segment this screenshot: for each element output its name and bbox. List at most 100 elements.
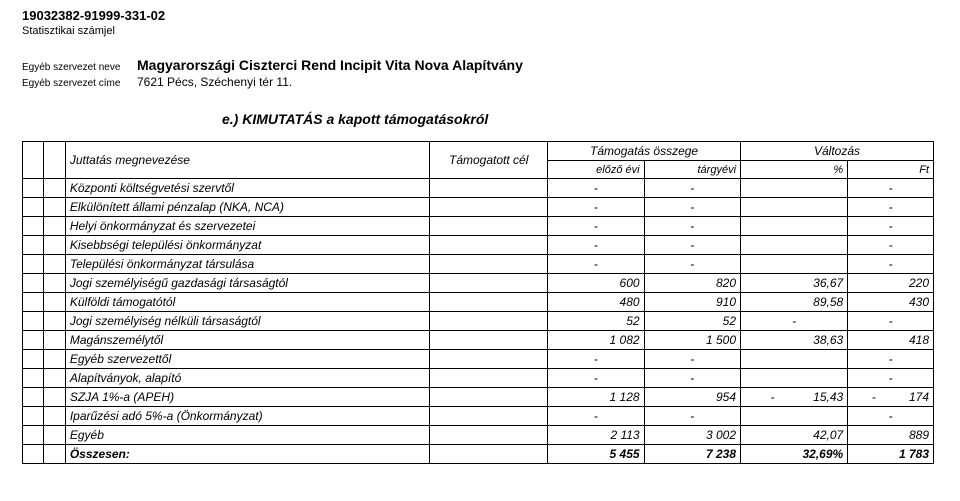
- row-pct: -: [741, 312, 848, 331]
- row-name: SZJA 1%-a (APEH): [65, 388, 429, 407]
- row-pct: [741, 350, 848, 369]
- row-pct: [741, 407, 848, 426]
- table-row: Iparűzési adó 5%-a (Önkormányzat)---: [23, 407, 934, 426]
- table-row: Helyi önkormányzat és szervezetei---: [23, 217, 934, 236]
- row-name: Kisebbségi települési önkormányzat: [65, 236, 429, 255]
- row-pct: 38,63: [741, 331, 848, 350]
- row-name: Jogi személyiség nélküli társaságtól: [65, 312, 429, 331]
- org-name-label: Egyéb szervezet neve: [22, 62, 137, 73]
- col-curr-header: tárgyévi: [644, 161, 740, 179]
- row-pct: [741, 255, 848, 274]
- row-prev: 1 082: [548, 331, 644, 350]
- row-ft: -: [848, 217, 934, 236]
- total-curr: 7 238: [644, 445, 740, 464]
- row-prev: -: [548, 255, 644, 274]
- row-curr: -: [644, 217, 740, 236]
- row-pct: [741, 236, 848, 255]
- table-row: Kisebbségi települési önkormányzat---: [23, 236, 934, 255]
- row-prev: 600: [548, 274, 644, 293]
- col-pct-header: %: [741, 161, 848, 179]
- row-ft: -: [848, 407, 934, 426]
- row-prev: -: [548, 179, 644, 198]
- row-prev: -: [548, 407, 644, 426]
- total-prev: 5 455: [548, 445, 644, 464]
- total-name: Összesen:: [65, 445, 429, 464]
- col-amount-header: Támogatás összege: [548, 142, 741, 161]
- row-prev: -: [548, 350, 644, 369]
- row-ft: -: [848, 179, 934, 198]
- org-name: Magyarországi Ciszterci Rend Incipit Vit…: [137, 57, 523, 73]
- row-curr: -: [644, 407, 740, 426]
- row-ft: -: [848, 312, 934, 331]
- row-name: Magánszemélytől: [65, 331, 429, 350]
- col-ft-header: Ft: [848, 161, 934, 179]
- row-name: Települési önkormányzat társulása: [65, 255, 429, 274]
- row-ft: -: [848, 369, 934, 388]
- row-ft: 889: [848, 426, 934, 445]
- row-ft: -: [848, 198, 934, 217]
- col-target-header: Támogatott cél: [430, 142, 548, 179]
- row-pct: [741, 369, 848, 388]
- table-row: Egyéb 2 1133 00242,07889: [23, 426, 934, 445]
- org-addr-label: Egyéb szervezet címe: [22, 78, 137, 89]
- row-pct: -15,43: [741, 388, 848, 407]
- row-pct: 42,07: [741, 426, 848, 445]
- row-curr: 954: [644, 388, 740, 407]
- org-name-row: Egyéb szervezet neve Magyarországi Ciszt…: [22, 57, 938, 73]
- row-pct: [741, 217, 848, 236]
- row-ft: 418: [848, 331, 934, 350]
- row-name: Központi költségvetési szervtől: [65, 179, 429, 198]
- row-name: Elkülönített állami pénzalap (NKA, NCA): [65, 198, 429, 217]
- report-title: e.) KIMUTATÁS a kapott támogatásokról: [222, 111, 938, 127]
- col-change-header: Változás: [741, 142, 934, 161]
- org-addr: 7621 Pécs, Széchenyi tér 11.: [137, 75, 292, 89]
- row-curr: -: [644, 198, 740, 217]
- support-table: Juttatás megnevezése Támogatott cél Támo…: [22, 141, 934, 464]
- col-spacer2: [44, 142, 65, 179]
- row-name: Egyéb szervezettől: [65, 350, 429, 369]
- row-curr: 820: [644, 274, 740, 293]
- table-row: Központi költségvetési szervtől---: [23, 179, 934, 198]
- row-prev: -: [548, 369, 644, 388]
- row-curr: 52: [644, 312, 740, 331]
- row-ft: 220: [848, 274, 934, 293]
- doc-header: 19032382-91999-331-02 Statisztikai számj…: [22, 8, 938, 89]
- row-prev: 52: [548, 312, 644, 331]
- org-addr-row: Egyéb szervezet címe 7621 Pécs, Szécheny…: [22, 75, 938, 89]
- table-row: Egyéb szervezettől---: [23, 350, 934, 369]
- col-name-header: Juttatás megnevezése: [65, 142, 429, 179]
- total-pct: 32,69%: [741, 445, 848, 464]
- row-curr: -: [644, 350, 740, 369]
- stat-id-label: Statisztikai számjel: [22, 25, 938, 37]
- col-prev-header: előző évi: [548, 161, 644, 179]
- row-name: Helyi önkormányzat és szervezetei: [65, 217, 429, 236]
- row-ft: -: [848, 236, 934, 255]
- row-curr: 1 500: [644, 331, 740, 350]
- total-ft: 1 783: [848, 445, 934, 464]
- row-curr: -: [644, 236, 740, 255]
- row-curr: 910: [644, 293, 740, 312]
- stat-id: 19032382-91999-331-02: [22, 8, 938, 23]
- table-row: Alapítványok, alapító---: [23, 369, 934, 388]
- row-curr: 3 002: [644, 426, 740, 445]
- row-curr: -: [644, 369, 740, 388]
- row-curr: -: [644, 179, 740, 198]
- row-name: Alapítványok, alapító: [65, 369, 429, 388]
- row-pct: [741, 179, 848, 198]
- row-name: Jogi személyiségű gazdasági társaságtól: [65, 274, 429, 293]
- table-row: SZJA 1%-a (APEH)1 128954-15,43-174: [23, 388, 934, 407]
- row-prev: 480: [548, 293, 644, 312]
- row-curr: -: [644, 255, 740, 274]
- row-pct: 89,58: [741, 293, 848, 312]
- row-prev: 2 113: [548, 426, 644, 445]
- row-prev: -: [548, 236, 644, 255]
- row-name: Külföldi támogatótól: [65, 293, 429, 312]
- row-pct: 36,67: [741, 274, 848, 293]
- total-row: Összesen: 5 455 7 238 32,69% 1 783: [23, 445, 934, 464]
- row-ft: -: [848, 350, 934, 369]
- col-spacer1: [23, 142, 44, 179]
- row-prev: -: [548, 198, 644, 217]
- row-name: Egyéb: [65, 426, 429, 445]
- table-row: Elkülönített állami pénzalap (NKA, NCA) -…: [23, 198, 934, 217]
- row-name: Iparűzési adó 5%-a (Önkormányzat): [65, 407, 429, 426]
